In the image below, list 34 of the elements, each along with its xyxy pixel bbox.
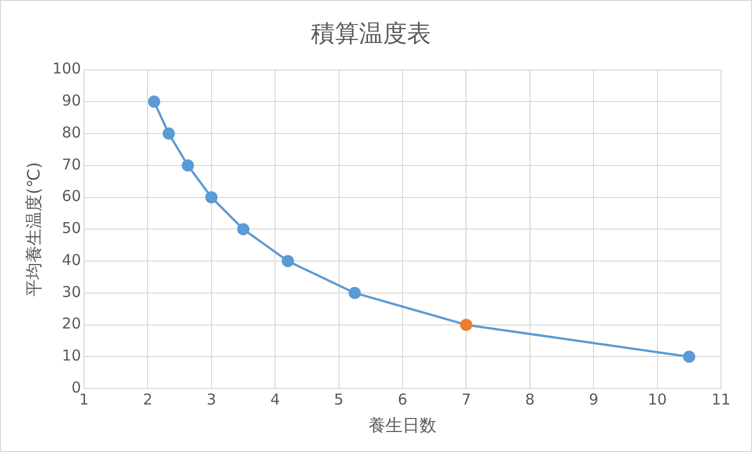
x-tick-label: 1	[79, 390, 89, 408]
x-tick-label: 9	[588, 390, 598, 408]
x-tick-label: 8	[525, 390, 535, 408]
point	[348, 286, 361, 300]
y-tick-label: 0	[71, 378, 82, 396]
x-tick-label: 5	[334, 390, 344, 408]
x-tick-label: 3	[206, 390, 216, 408]
point	[205, 191, 218, 204]
point	[460, 318, 472, 331]
point	[182, 159, 194, 172]
x-axis-title: 養生日数	[368, 416, 437, 436]
y-tick-label: 50	[62, 219, 82, 238]
x-tick-label: 11	[711, 390, 731, 408]
x-tick-label: 7	[461, 390, 471, 408]
point	[683, 350, 696, 363]
y-tick-label: 40	[62, 250, 82, 269]
x-tick-label: 6	[398, 390, 408, 408]
x-tick-label: 2	[142, 390, 152, 408]
y-tick-label: 10	[62, 346, 82, 365]
point	[237, 223, 250, 236]
y-tick-label: 80	[62, 123, 82, 142]
chart-title: 積算温度表	[311, 20, 431, 48]
y-tick-label: 60	[62, 187, 82, 206]
y-tick-label: 70	[62, 155, 82, 174]
x-tick-label: 10	[648, 390, 667, 408]
point	[148, 96, 160, 108]
y-tick-label: 100	[52, 60, 82, 78]
y-tick-label: 30	[62, 282, 82, 301]
y-tick-label: 90	[62, 92, 82, 110]
x-tick-label: 4	[270, 390, 280, 408]
y-axis-title: 平均養生温度(℃)	[24, 162, 45, 296]
point	[162, 127, 175, 140]
point	[282, 254, 294, 268]
y-tick-label: 20	[62, 314, 82, 333]
